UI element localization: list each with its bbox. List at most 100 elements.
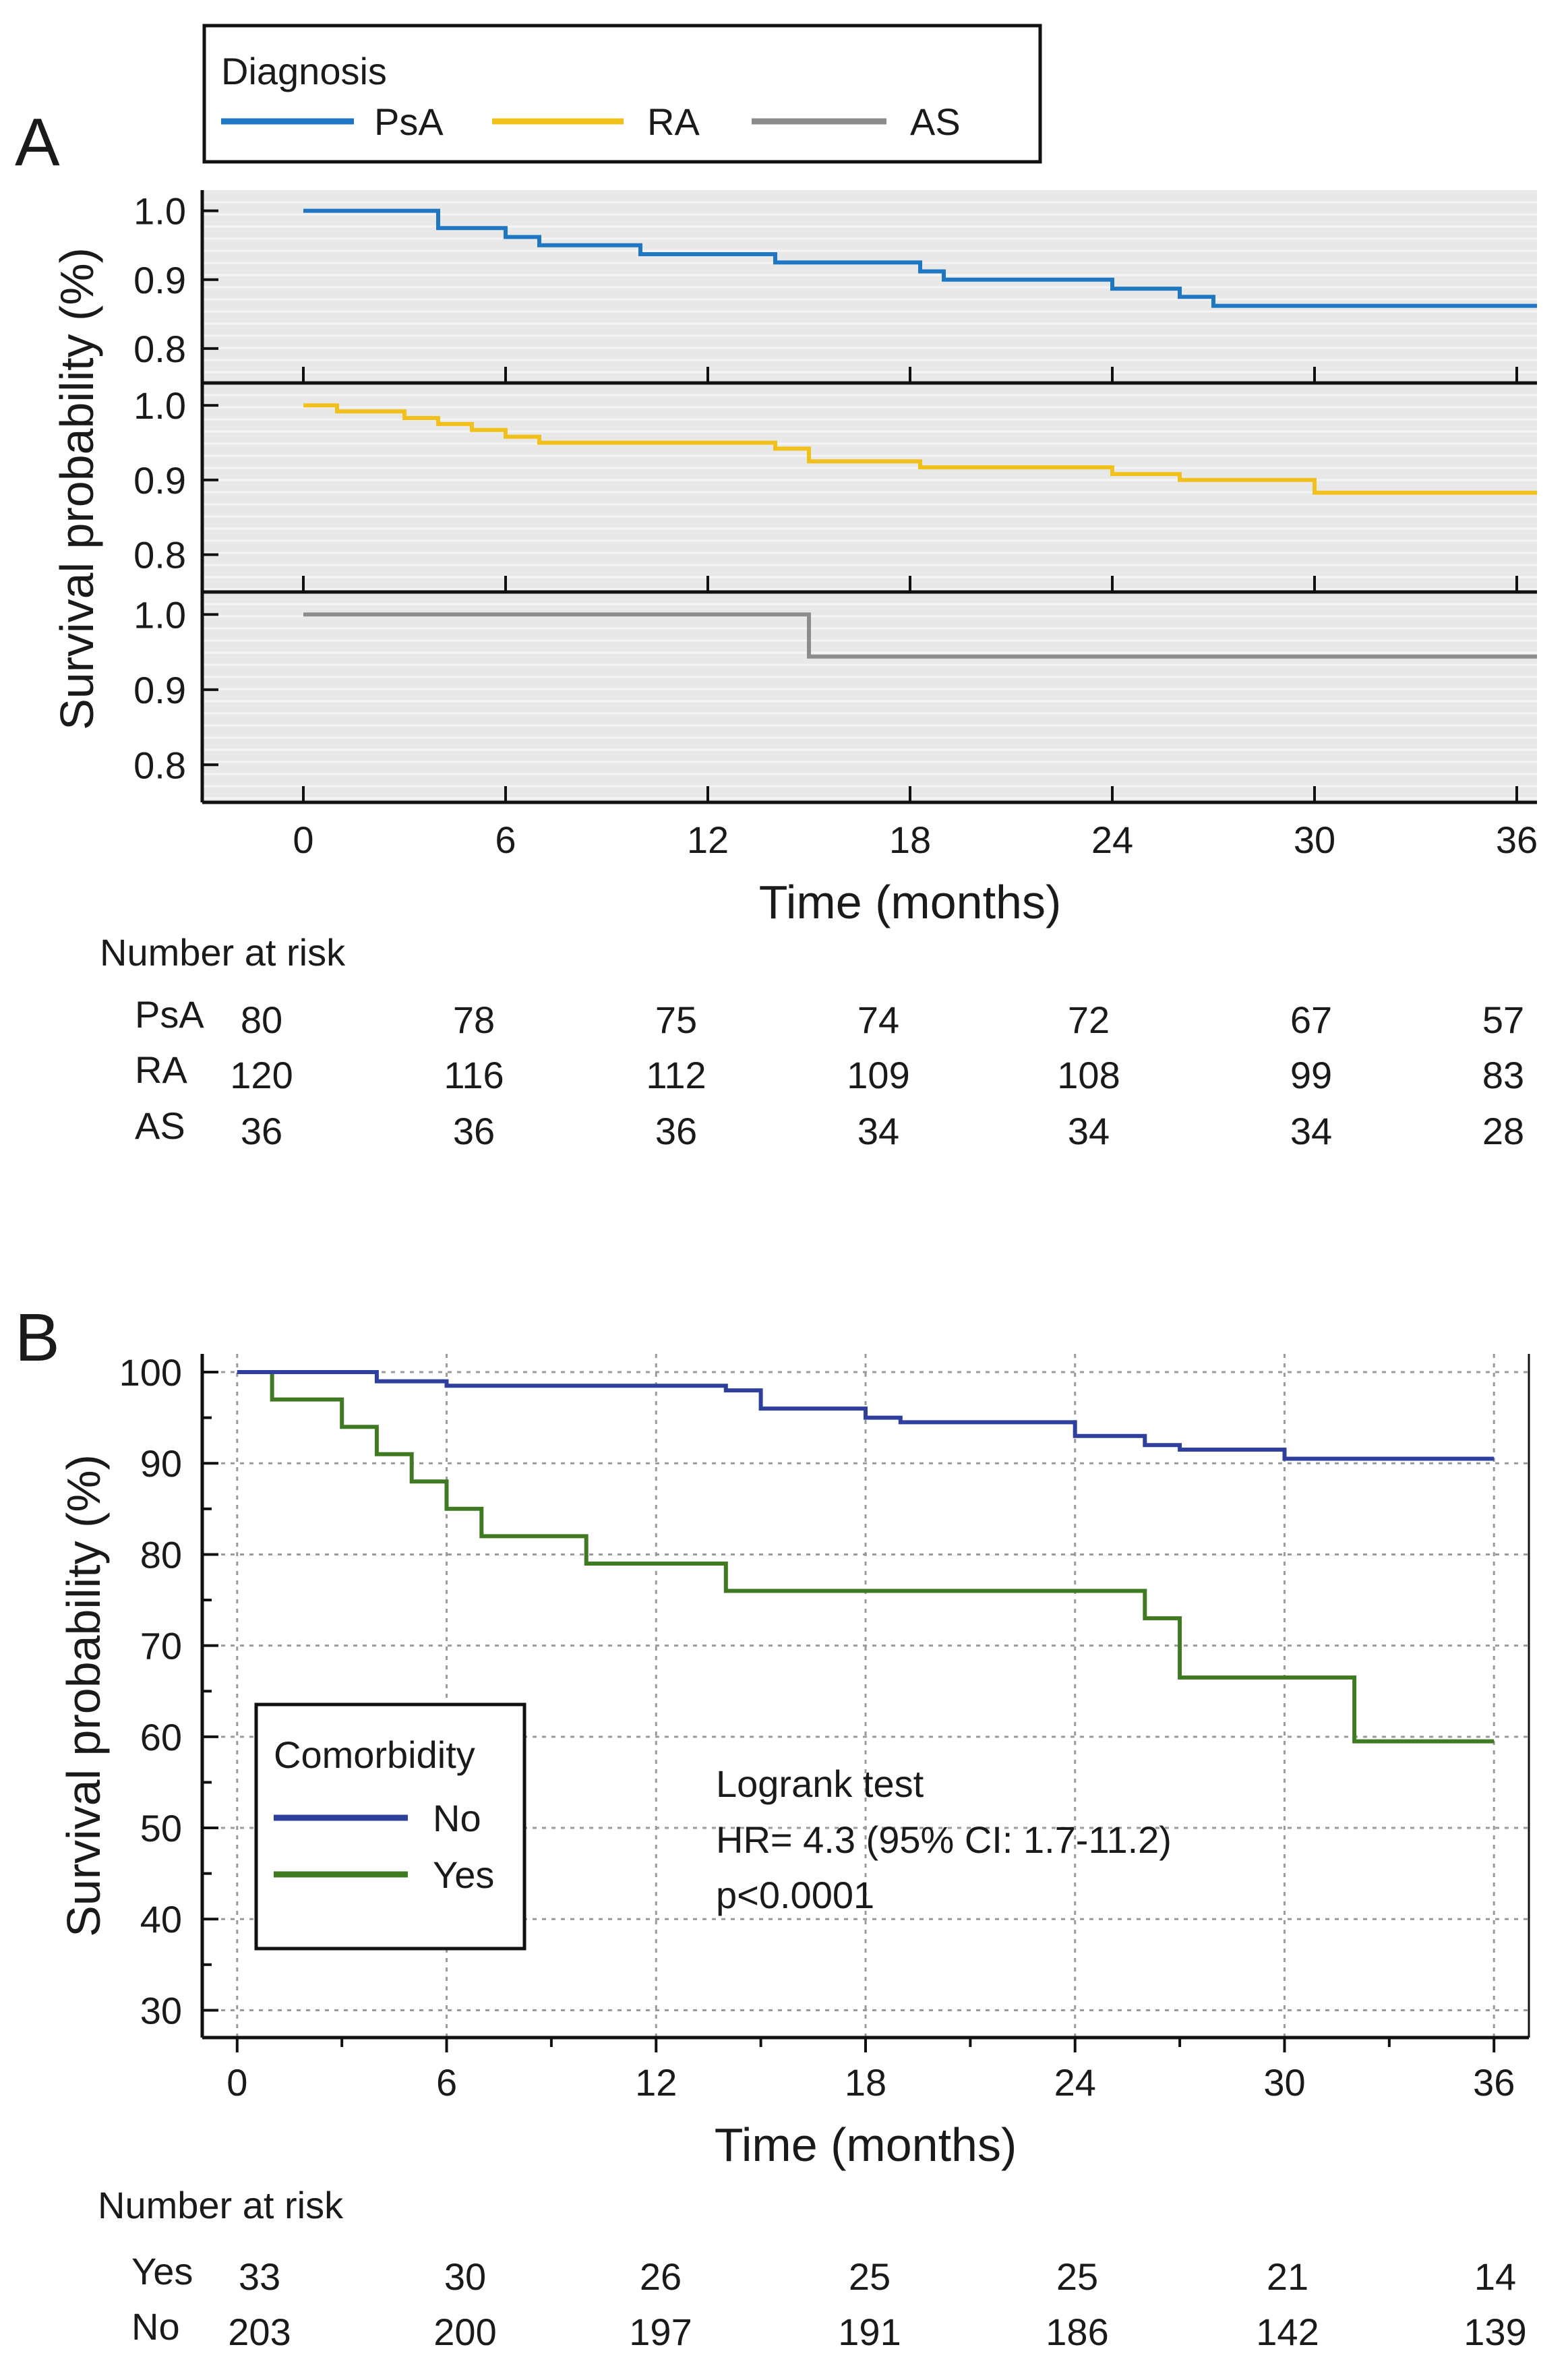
risk-cell: 33 [239,2255,280,2298]
y-tick-label: 0.9 [133,669,186,711]
x-tick-label: 12 [635,2061,677,2104]
risk-cell: 25 [849,2255,891,2298]
risk-cell: 34 [1068,1110,1110,1152]
annotation-line: HR= 4.3 (95% CI: 1.7-11.2) [716,1818,1172,1861]
series-line-psa [303,208,1537,308]
y-axis-label: Survival probability (%) [57,1454,110,1937]
x-axis-label: Time (months) [715,2118,1017,2171]
subplot-background [202,592,1537,802]
y-tick-label: 0.9 [133,459,186,502]
series-line-ra [303,403,1537,495]
risk-cell: 200 [433,2311,496,2353]
risk-cell: 36 [655,1110,697,1152]
risk-cell: 99 [1290,1054,1332,1096]
y-tick-label: 0.8 [133,328,186,370]
x-tick-label: 6 [436,2061,457,2104]
y-tick-label: 0.8 [133,744,186,786]
y-tick-label: 0.8 [133,534,186,576]
x-tick-label: 24 [1091,819,1133,861]
y-tick-label: 1.0 [133,593,186,636]
risk-cell: 67 [1290,999,1332,1041]
x-tick-label: 18 [889,819,931,861]
x-tick-label: 24 [1054,2061,1096,2104]
risk-row-label: AS [135,1104,185,1147]
y-tick-label: 50 [140,1807,182,1849]
panel-b-label: B [15,1300,60,1375]
legend-label-ra: RA [647,100,700,143]
risk-cell: 112 [646,1054,706,1096]
y-tick-label: 60 [140,1716,182,1758]
risk-cell: 139 [1464,2311,1526,2353]
risk-cell: 36 [453,1110,495,1152]
risk-row-label: No [131,2305,180,2348]
legend-label-psa: PsA [374,100,444,143]
panel-a-label: A [15,105,60,180]
risk-cell: 14 [1474,2255,1516,2298]
risk-cell: 109 [847,1054,909,1096]
annotation-line: p<0.0001 [716,1874,874,1916]
risk-cell: 26 [640,2255,682,2298]
risk-table-a: Number at risk PsA 80 78 75 74 72 67 57 RA 120 116 1… [100,931,1524,1152]
x-tick-label: 12 [687,819,729,861]
panel-a: A 0.8 0.9 1.0 0.8 0.9 1.0 0.8 0.9 1.0 0 6 12 18 24 30 36… [15,24,1538,1152]
risk-cell: 186 [1046,2311,1108,2353]
panel-a-subplot-as: 0.8 0.9 1.0 [133,592,1537,802]
legend-comorbidity: Comorbidity No Yes [254,1702,526,1951]
risk-cell: 34 [1290,1110,1332,1152]
logrank-annotation: Logrank test HR= 4.3 (95% CI: 1.7-11.2) p<… [716,1762,1172,1916]
x-tick-label: 6 [495,819,516,861]
risk-cell: 108 [1057,1054,1120,1096]
risk-cell: 197 [629,2311,692,2353]
y-tick-label: 1.0 [133,190,186,233]
y-tick-label: 40 [140,1898,182,1940]
risk-cell: 28 [1482,1110,1524,1152]
risk-cell: 25 [1056,2255,1098,2298]
risk-table-title: Number at risk [98,2184,344,2226]
risk-cell: 72 [1068,999,1110,1041]
risk-cell: 74 [857,999,899,1041]
y-tick-label: 90 [140,1442,182,1485]
risk-cell: 78 [453,999,495,1041]
legend-title: Comorbidity [274,1733,475,1776]
risk-cell: 120 [230,1054,293,1096]
risk-cell: 75 [655,999,697,1041]
risk-table-title: Number at risk [100,931,346,974]
x-tick-label: 0 [227,2061,247,2104]
y-tick-label: 70 [140,1625,182,1667]
legend-label-as: AS [910,100,961,143]
risk-row-label: RA [135,1048,187,1091]
panel-a-subplot-psa: 0.8 0.9 1.0 [133,190,1537,383]
x-tick-label: 36 [1496,819,1538,861]
legend-label-yes: Yes [433,1854,494,1896]
annotation-line: Logrank test [716,1762,924,1805]
risk-cell: 30 [444,2255,486,2298]
risk-cell: 36 [241,1110,282,1152]
y-tick-label: 100 [119,1351,182,1394]
risk-cell: 57 [1482,999,1524,1041]
risk-cell: 21 [1267,2255,1308,2298]
y-tick-label: 0.9 [133,259,186,301]
y-tick-label: 30 [140,1989,182,2032]
risk-table-b: Number at risk Yes 33 30 26 25 25 21 14 No 203 200 1… [98,2184,1527,2353]
panel-a-subplot-ra: 0.8 0.9 1.0 [133,383,1537,592]
y-tick-label: 80 [140,1533,182,1576]
risk-cell: 80 [241,999,282,1041]
risk-row-label: PsA [135,993,204,1036]
x-tick-label: 18 [845,2061,886,2104]
y-tick-label: 1.0 [133,384,186,427]
risk-cell: 34 [857,1110,899,1152]
risk-cell: 191 [838,2311,901,2353]
panel-b: B 30 40 50 60 70 80 90 100 0 6 12 18 24 30 36 Time (mont… [15,1300,1530,2353]
risk-cell: 83 [1482,1054,1524,1096]
legend-diagnosis: Diagnosis PsA RA AS [202,24,1042,164]
y-axis-label: Survival probability (%) [51,247,103,730]
x-tick-label: 0 [293,819,313,861]
series-line-as [303,612,1537,659]
legend-title: Diagnosis [221,50,387,92]
series-line-no [237,1370,1495,1461]
x-tick-label: 36 [1473,2061,1515,2104]
risk-cell: 116 [444,1054,504,1096]
risk-row-label: Yes [131,2250,193,2292]
series-line-yes [237,1370,1495,1744]
